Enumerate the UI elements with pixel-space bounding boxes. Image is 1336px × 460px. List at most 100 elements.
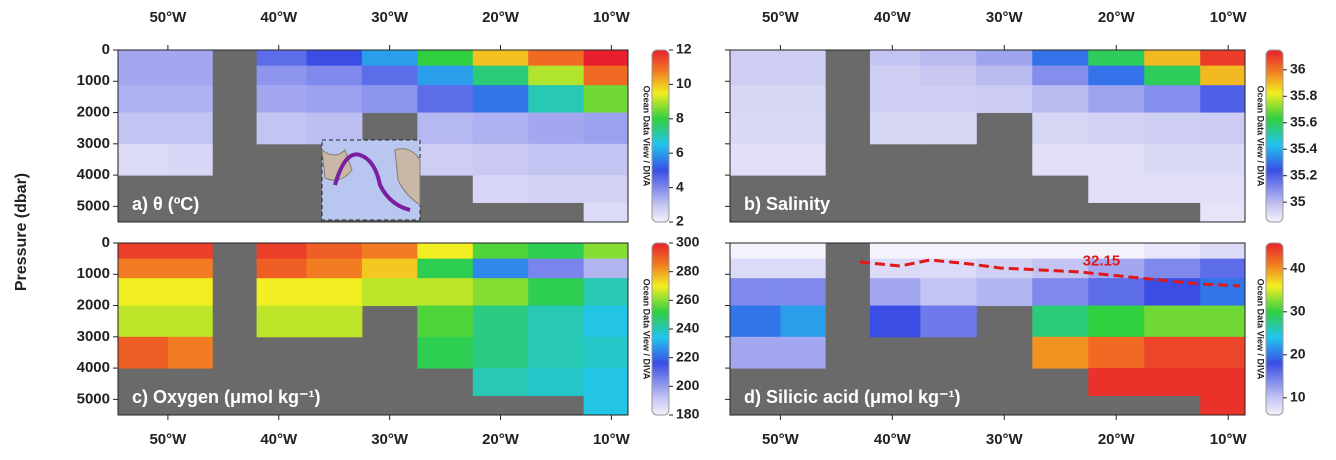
section-cell <box>361 258 418 279</box>
colorbar <box>651 49 670 223</box>
section-cell <box>528 65 585 86</box>
colorbar-tick-label: 260 <box>676 291 700 307</box>
section-cell <box>528 278 585 307</box>
section-cell <box>976 243 1033 260</box>
section-cell <box>361 50 418 67</box>
section-cell <box>528 305 585 338</box>
x-tick-label: 10°W <box>1210 9 1248 26</box>
inset-map <box>321 139 421 221</box>
section-cell <box>417 336 474 369</box>
section-cell <box>780 85 826 114</box>
section-cell <box>780 243 826 260</box>
colorbar-tick-label: 36 <box>1290 61 1306 77</box>
section-cell <box>869 278 921 307</box>
section-cell <box>730 143 781 176</box>
section-cell <box>528 50 585 67</box>
section-cell <box>869 305 921 338</box>
section-cell <box>167 278 213 307</box>
section-cell <box>583 258 629 279</box>
colorbar-tick-label: 35.6 <box>1290 113 1317 129</box>
section-cell <box>1088 336 1145 369</box>
section-cell <box>1032 336 1089 369</box>
section-cell <box>1144 175 1201 203</box>
colorbar <box>651 242 670 416</box>
section-cell <box>730 85 781 114</box>
section-cell <box>583 305 629 338</box>
section-cell <box>472 243 529 260</box>
inset-land <box>394 148 421 206</box>
section-cell <box>118 336 169 369</box>
section-cell <box>869 243 921 260</box>
section-cell <box>780 143 826 176</box>
overlay-layer <box>321 139 1241 288</box>
section-cell <box>1032 305 1089 338</box>
x-tick-label: 20°W <box>1098 9 1136 26</box>
colorbar-tick-label: 10 <box>676 75 692 91</box>
section-cell <box>583 243 629 260</box>
section-cell <box>1088 85 1145 114</box>
section-cell <box>869 50 921 67</box>
y-tick-label: 5000 <box>77 197 110 214</box>
section-cell <box>1200 368 1246 396</box>
x-tick-label: 50°W <box>762 9 800 26</box>
section-cell <box>780 336 826 369</box>
colorbar-tick-label: 12 <box>676 41 692 57</box>
section-cell <box>472 65 529 86</box>
colorbar-tick-label: 8 <box>676 110 684 126</box>
section-cell <box>1144 143 1201 176</box>
section-cell <box>306 85 363 114</box>
section-cell <box>472 175 529 203</box>
panel-label: d) Silicic acid (μmol kg⁻¹) <box>744 387 961 407</box>
section-cell <box>167 258 213 279</box>
section-cell <box>1088 305 1145 338</box>
section-cell <box>780 278 826 307</box>
section-cell <box>869 85 921 114</box>
section-cell <box>730 243 781 260</box>
section-cell <box>417 258 474 279</box>
section-cell <box>472 50 529 67</box>
section-cell <box>306 243 363 260</box>
x-tick-label: 20°W <box>482 431 520 448</box>
section-cell <box>1200 112 1246 145</box>
section-cell <box>583 278 629 307</box>
section-cell <box>583 368 629 396</box>
section-cell <box>256 258 307 279</box>
section-cell <box>306 278 363 307</box>
section-layer: 50°W 40°W 30°W 20°W 10°W01000200030004000500… <box>13 9 1317 448</box>
section-cell <box>528 258 585 279</box>
section-cell <box>472 368 529 396</box>
x-tick-label: 30°W <box>371 9 409 26</box>
credit: Ocean Data View / DIVA <box>642 279 652 380</box>
section-cell <box>118 305 169 338</box>
section-cell <box>472 143 529 176</box>
section-cell <box>920 112 977 145</box>
section-cell <box>472 258 529 279</box>
section-cell <box>118 65 169 86</box>
section-cell <box>361 278 418 307</box>
colorbar-tick-label: 20 <box>1290 346 1306 362</box>
section-cell <box>167 305 213 338</box>
section-cell <box>869 112 921 145</box>
section-cell <box>528 143 585 176</box>
y-tick-label: 4000 <box>77 359 110 376</box>
panel: 50°W 40°W 30°W 20°W 10°W d) Silicic acid (μmo… <box>725 242 1306 448</box>
section-cell <box>417 85 474 114</box>
section-cell <box>976 258 1033 279</box>
section-cell <box>256 65 307 86</box>
colorbar-tick-label: 4 <box>676 178 684 194</box>
section-cell <box>306 112 363 145</box>
section-cell <box>1088 243 1145 260</box>
section-cell <box>920 85 977 114</box>
section-cell <box>730 278 781 307</box>
section-cell <box>1032 65 1089 86</box>
section-cell <box>118 278 169 307</box>
section-cell <box>869 258 921 279</box>
section-cell <box>1088 50 1145 67</box>
y-tick-label: 3000 <box>77 135 110 152</box>
credit: Ocean Data View / DIVA <box>642 86 652 187</box>
section-cell <box>730 112 781 145</box>
section-cell <box>1144 65 1201 86</box>
colorbar-tick-label: 40 <box>1290 260 1306 276</box>
x-tick-label: 20°W <box>482 9 520 26</box>
